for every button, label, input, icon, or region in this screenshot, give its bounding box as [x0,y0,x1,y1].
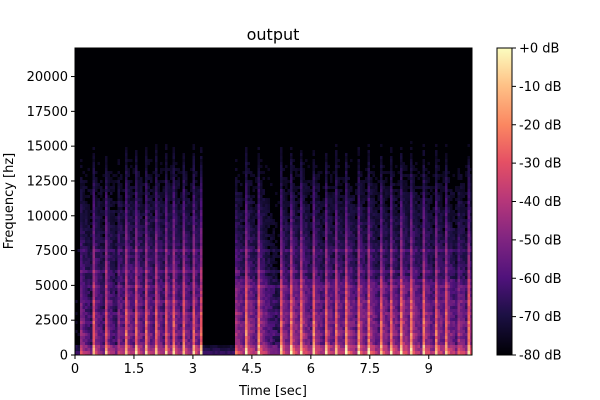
x-axis: 0 1.5 3 4.5 6 7.5 9 [71,355,433,377]
colorbar-tick-label: +0 dB [519,42,559,57]
x-tick-label: 0 [71,362,79,377]
y-tick-label: 20000 [27,70,68,85]
y-tick-label: 15000 [27,140,68,155]
y-axis: 0 2500 5000 7500 10000 12500 15000 17500 20000 [27,70,75,364]
x-tick-label: 3 [189,362,197,377]
colorbar-tick-label: -20 dB [519,118,562,133]
y-tick-label: 0 [60,349,68,364]
y-tick-label: 5000 [35,279,68,294]
colorbar-tick-label: -40 dB [519,195,562,210]
colorbar-tick-label: -50 dB [519,233,562,248]
colorbar: +0 dB -10 dB -20 dB -30 dB -40 dB -50 dB -60 d… [496,42,562,364]
plot-area [74,47,473,356]
chart-title: output [247,25,300,44]
x-axis-label: Time [sec] [238,384,307,399]
colorbar-tick-label: -60 dB [519,272,562,287]
y-tick-label: 17500 [27,105,68,120]
x-tick-label: 9 [425,362,433,377]
colorbar-tick-label: -80 dB [519,349,562,364]
y-tick-label: 7500 [35,244,68,259]
y-axis-label: Frequency [hz] [2,153,17,250]
x-tick-label: 1.5 [124,362,145,377]
x-tick-label: 7.5 [359,362,380,377]
colorbar-gradient [497,48,512,355]
y-tick-label: 2500 [35,314,68,329]
plot-frame [74,47,473,356]
colorbar-tick-label: -30 dB [519,157,562,172]
x-tick-label: 4.5 [242,362,263,377]
y-tick-label: 12500 [27,174,68,189]
x-tick-label: 6 [307,362,315,377]
colorbar-tick-label: -70 dB [519,310,562,325]
y-tick-label: 10000 [27,209,68,224]
colorbar-tick-label: -10 dB [519,80,562,95]
